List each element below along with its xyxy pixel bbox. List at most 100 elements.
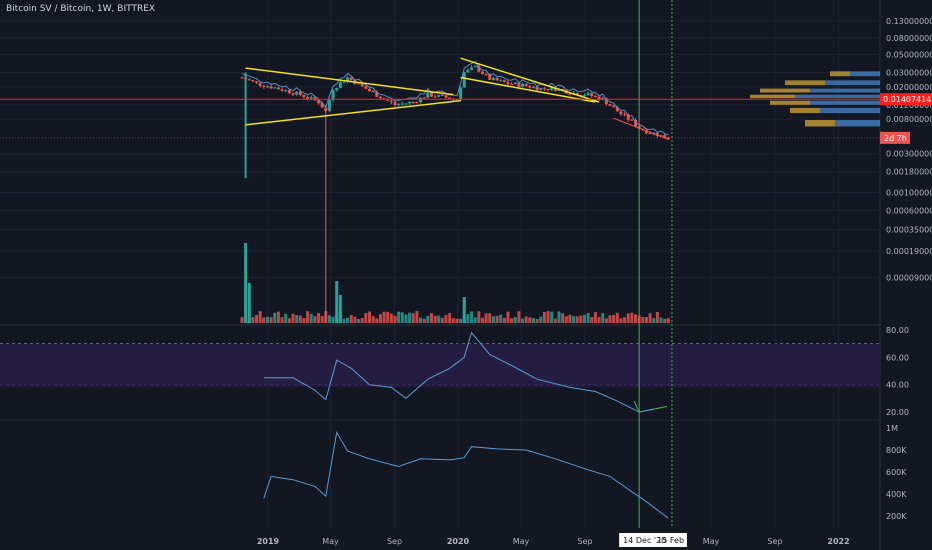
candle-body <box>273 87 277 89</box>
x-tick: 2019 <box>257 537 280 546</box>
candle-body <box>287 90 291 94</box>
volume-bar <box>499 314 503 323</box>
volume-bar <box>284 313 288 323</box>
volume-bar <box>320 316 324 323</box>
candle-body <box>422 97 426 99</box>
volume-bar <box>240 317 244 323</box>
axes: 0.13000000 0.08000000 0.05000000 0.03000000… <box>257 17 932 547</box>
candle-body <box>415 101 419 103</box>
candle-body <box>404 103 408 105</box>
candle-body <box>604 98 608 105</box>
profile-bar-down <box>805 120 835 127</box>
volume-bar <box>382 311 386 323</box>
candle-body <box>539 88 543 91</box>
candle-body <box>437 95 441 97</box>
volume-bar <box>473 317 477 323</box>
profile-bar-down <box>750 94 795 99</box>
trendline <box>460 76 596 103</box>
candle-body <box>521 83 525 87</box>
volume-indicator-tick: 200K <box>886 512 907 521</box>
oscillator-tick: 40.00 <box>886 381 909 390</box>
volume-bar <box>298 315 302 323</box>
price-tick: 0.08000000 <box>886 34 932 43</box>
candle-body <box>360 83 364 87</box>
chart-title: Bitcoin SV / Bitcoin, 1W, BITTREX <box>6 4 156 14</box>
candle-body <box>342 81 346 83</box>
price-tick: 0.00060000 <box>886 206 932 215</box>
volume-bar <box>415 311 419 323</box>
volume-bar <box>422 318 426 323</box>
candle-body <box>357 83 361 85</box>
candle-body <box>298 91 302 95</box>
x-tick: Sep <box>387 537 402 546</box>
volume-bar <box>251 317 255 323</box>
volume-spike <box>247 283 251 323</box>
volume-bar <box>644 317 648 323</box>
candle-body <box>327 100 331 111</box>
volume-bar <box>634 314 638 323</box>
candle-body <box>615 107 619 112</box>
volume-indicator-line <box>263 430 669 519</box>
candle-body <box>284 90 288 92</box>
volume-bar <box>291 313 295 323</box>
volume-bar <box>528 317 532 323</box>
candle-body <box>419 97 423 103</box>
candle-body <box>597 96 601 100</box>
volume-bar <box>357 318 361 323</box>
volume-bar <box>477 311 481 323</box>
candle-body <box>408 101 412 104</box>
volume-bar <box>561 313 565 323</box>
candle-body <box>506 82 510 84</box>
volume-bar <box>411 313 415 323</box>
price-tick: 0.00180000 <box>886 168 932 177</box>
x-tick: 2020 <box>447 537 470 546</box>
candle-body <box>666 137 670 140</box>
profile-bar-down <box>785 80 825 86</box>
oscillator-band <box>0 344 880 387</box>
volume-bar <box>342 318 346 323</box>
volume-bar <box>404 314 408 323</box>
candle-body <box>484 73 488 75</box>
candle-body <box>495 77 499 81</box>
candle-body <box>426 92 430 98</box>
volume-bar <box>393 315 397 323</box>
candle-body <box>316 100 320 104</box>
volume-indicator-tick: 1M <box>886 424 898 433</box>
volume-bar <box>273 312 277 323</box>
volume-bar <box>375 318 379 323</box>
candle-body <box>663 135 667 138</box>
trendline <box>460 57 600 103</box>
volume-bar <box>564 316 568 323</box>
volume-bar <box>535 318 539 323</box>
candle-body <box>542 88 546 90</box>
volume-bar <box>419 317 423 323</box>
profile-bar-down <box>760 88 810 93</box>
profile-bar-up <box>850 71 880 77</box>
candle-body <box>502 80 506 83</box>
volume-bar <box>287 318 291 323</box>
volume-bar <box>255 315 259 323</box>
candle-body <box>295 91 299 95</box>
moving-average <box>241 61 669 136</box>
volume-bar <box>459 318 463 323</box>
price-tick: 0.00800000 <box>886 115 932 124</box>
candle-body <box>291 93 295 95</box>
volume-bar <box>408 312 412 323</box>
countdown-badge <box>880 131 910 144</box>
volume-bar <box>590 316 594 323</box>
volume-bar <box>553 318 557 323</box>
candle-body <box>655 132 659 137</box>
candle-body <box>393 102 397 105</box>
volume-bar <box>546 311 550 323</box>
candle-body <box>375 91 379 97</box>
profile-bar-down <box>830 71 850 77</box>
candle-body <box>648 133 652 135</box>
candle-body <box>280 89 284 91</box>
candle-body <box>364 86 368 89</box>
volume-bar <box>444 314 448 323</box>
volume-bar <box>302 317 306 323</box>
candle-body <box>302 94 306 98</box>
volume-bar <box>470 311 474 323</box>
price-tick: 0.03000000 <box>886 69 932 78</box>
